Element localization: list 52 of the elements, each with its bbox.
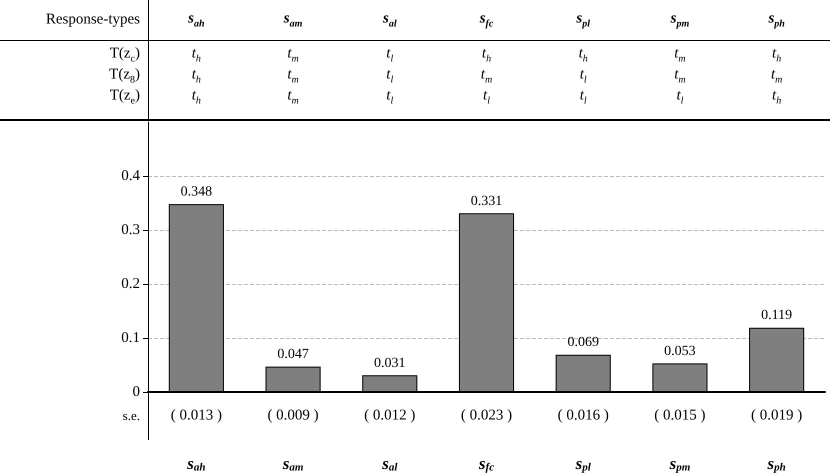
text: ( 0.019 ) [751, 408, 802, 424]
text: ( 0.013 ) [170, 408, 222, 424]
text: Response-types [46, 12, 140, 28]
category-label: s$_{ah}$ [188, 10, 205, 30]
text: T(z$_{c}$) [110, 46, 140, 64]
text: ( 0.012 ) [364, 408, 416, 424]
data-label: 0.348 [180, 184, 212, 200]
category-label: s$_{am}$ [284, 10, 302, 30]
y-tick-label: 0.4 [121, 168, 140, 184]
data-label: 0.331 [470, 194, 502, 209]
text: t$_{m}$ [770, 66, 782, 86]
text: t$_{l}$ [386, 66, 394, 86]
text: t$_{h}$ [578, 46, 588, 64]
text: t$_{h}$ [772, 46, 782, 64]
text: ( 0.015 ) [654, 408, 706, 424]
text: s.e. [122, 408, 140, 424]
text: t$_{l}$ [386, 46, 394, 64]
data-label: 0.119 [761, 308, 792, 324]
text: t$_{l}$ [580, 88, 587, 106]
category-label: s$_{al}$ [382, 10, 397, 30]
text: t$_{m}$ [287, 66, 299, 86]
text: t$_{h}$ [482, 46, 492, 64]
category-label: s$_{pm}$ [670, 10, 690, 30]
text: t$_{m}$ [674, 66, 686, 86]
y-tick-label: 0.1 [121, 330, 140, 346]
text: t$_{h}$ [192, 46, 201, 64]
category-label: s$_{ph}$ [768, 10, 785, 30]
text: t$_{h}$ [772, 88, 782, 106]
data-label: 0.031 [374, 356, 406, 371]
text: t$_{m}$ [674, 46, 686, 64]
text: t$_{m}$ [287, 88, 299, 106]
y-tick-label: 0.2 [121, 276, 140, 292]
text: t$_{l}$ [676, 88, 684, 106]
text: t$_{m}$ [287, 46, 299, 64]
text: ( 0.009 ) [267, 408, 319, 424]
y-tick-label: 0.3 [121, 222, 140, 238]
text: ( 0.023 ) [460, 408, 512, 424]
data-label: 0.047 [277, 347, 309, 362]
text: t$_{l}$ [483, 88, 490, 106]
text: T(z$_{8}$) [109, 66, 140, 86]
data-label: 0.069 [567, 335, 599, 350]
category-label: s$_{fc}$ [480, 10, 494, 30]
text: T(z$_{e}$) [110, 88, 140, 106]
text: t$_{h}$ [192, 88, 201, 106]
text: t$_{h}$ [192, 66, 201, 86]
category-label: s$_{pl}$ [576, 10, 590, 30]
data-label: 0.053 [664, 344, 696, 359]
text: t$_{l}$ [580, 66, 587, 86]
text: ( 0.016 ) [558, 408, 609, 424]
y-tick-label: 0 [132, 384, 140, 400]
text: t$_{l}$ [386, 88, 394, 106]
text: t$_{m}$ [480, 66, 492, 86]
